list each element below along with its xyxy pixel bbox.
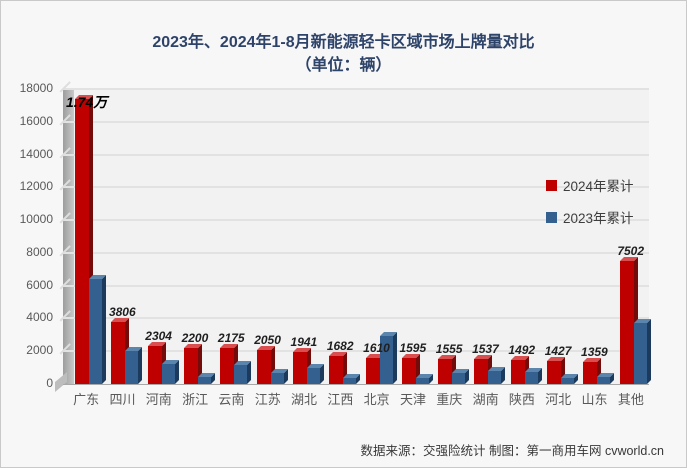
data-label-四川: 3806: [108, 304, 136, 319]
bar-2024-江苏: [256, 346, 275, 384]
x-axis-label-云南: 云南: [218, 392, 245, 407]
bar-2023-广东: [89, 275, 106, 384]
y-tick-label: 0: [46, 376, 53, 390]
y-tick-label: 14000: [19, 146, 53, 161]
data-label-湖南: 1537: [472, 341, 499, 356]
y-tick-label: 18000: [19, 81, 53, 95]
y-tick-label: 16000: [19, 113, 53, 128]
data-label-湖北: 1941: [290, 335, 318, 350]
data-label-陕西: 1492: [508, 342, 536, 357]
x-axis-label-重庆: 重庆: [436, 392, 463, 407]
legend-swatch-2024: [546, 179, 557, 191]
gridline: [63, 120, 649, 123]
x-axis-label-河南: 河南: [145, 392, 172, 407]
data-label-广东: 1.74万: [66, 93, 108, 110]
gridline: [63, 284, 649, 287]
y-axis: 18000 16000 14000 12000 10000 8000 6000 4000 200…: [1, 81, 59, 390]
bar-2024-浙江: [183, 343, 202, 384]
bar-2024-四川: [111, 317, 130, 384]
x-axis-label-四川: 四川: [109, 392, 136, 407]
bar-2023-河南: [161, 359, 179, 384]
data-label-河南: 2304: [145, 329, 172, 344]
gridline: [63, 350, 649, 353]
data-label-浙江: 2200: [181, 330, 209, 345]
legend-label-2023: 2023年累计: [563, 211, 634, 226]
x-axis-label-广东: 广东: [73, 392, 100, 407]
x-axis-line: [63, 384, 649, 385]
bar-2023-天津: [415, 373, 433, 384]
x-axis-label-山东: 山东: [581, 392, 608, 407]
bar-2023-重庆: [452, 368, 470, 384]
legend-swatch-2023: [546, 211, 557, 223]
chart-title-line1: 2023年、2024年1-8月新能源轻卡区域市场上牌量对比: [152, 34, 535, 51]
y-tick-label: 2000: [26, 343, 53, 358]
bar-2023-北京: [379, 332, 397, 384]
bar-2024-河北: [547, 356, 566, 384]
y-tick-label: 4000: [26, 310, 53, 325]
legend-item-2024: 2024年累计: [546, 175, 634, 195]
data-label-北京: 1610: [363, 340, 390, 355]
bar-2023-其他: [633, 319, 651, 384]
data-label-天津: 1595: [399, 340, 427, 355]
bar-2023-湖北: [306, 363, 324, 384]
x-axis-label-天津: 天津: [399, 392, 426, 407]
x-axis-label-江西: 江西: [327, 392, 354, 407]
bar-2024-其他: [619, 257, 638, 384]
data-label-重庆: 1555: [435, 341, 463, 356]
bar-2024-陕西: [510, 355, 529, 384]
bar-2023-陕西: [524, 368, 542, 384]
gridline: [63, 186, 649, 189]
plot-area: 1.74万广东 3806 四川 2304 河南 2200 浙江 2175 云南 2050 江苏 194…: [55, 81, 651, 407]
bar-2024-湖南: [474, 354, 493, 384]
data-label-河北: 1427: [544, 343, 572, 358]
data-label-山东: 1359: [581, 344, 608, 359]
y-tick-label: 10000: [19, 212, 53, 227]
legend-label-2024: 2024年累计: [563, 179, 634, 194]
y-tick-label: 8000: [26, 244, 53, 259]
bar-2023-江西: [343, 374, 361, 384]
bar-2024-云南: [220, 344, 239, 384]
bar-2023-云南: [234, 361, 252, 384]
x-axis-label-浙江: 浙江: [182, 392, 209, 407]
bar-2024-山东: [583, 357, 602, 384]
chart-title-line2: （单位：辆）: [295, 57, 392, 74]
bar-2023-江苏: [270, 368, 288, 384]
data-label-江苏: 2050: [254, 333, 281, 348]
x-axis-label-陕西: 陕西: [508, 392, 535, 407]
legend: 2024年累计 2023年累计: [546, 175, 634, 239]
bar-2024-湖北: [292, 348, 311, 384]
x-axis-label-北京: 北京: [363, 392, 390, 407]
chart-title: 2023年、2024年1-8月新能源轻卡区域市场上牌量对比 （单位：辆）: [1, 31, 686, 77]
bar-2023-河北: [561, 373, 579, 384]
bar-2023-四川: [125, 347, 143, 384]
bar-2024-天津: [401, 353, 420, 384]
gridline: [63, 219, 649, 222]
y-tick-label: 12000: [19, 179, 53, 194]
bar-2024-广东: [75, 94, 93, 384]
data-label-其他: 7502: [617, 244, 645, 259]
source-credit: 数据来源：交强险统计 制图：第一商用车网 cvworld.cn: [360, 444, 665, 458]
bar-2023-山东: [597, 372, 615, 384]
gridline: [63, 153, 649, 156]
x-axis-label-河北: 河北: [545, 392, 572, 407]
bar-2023-浙江: [197, 372, 215, 384]
bar-2024-北京: [365, 353, 384, 384]
x-axis-label-湖北: 湖北: [291, 392, 318, 407]
gridline: [63, 317, 649, 320]
x-axis-label-湖南: 湖南: [472, 392, 499, 407]
y-tick-label: 6000: [26, 277, 53, 292]
data-label-云南: 2175: [217, 331, 245, 346]
data-label-江西: 1682: [326, 339, 354, 354]
x-axis-label-江苏: 江苏: [254, 392, 281, 407]
bar-2024-重庆: [438, 354, 457, 384]
bar-2023-湖南: [488, 366, 506, 384]
x-axis-label-其他: 其他: [617, 392, 644, 407]
gridline: [63, 88, 649, 90]
gridline: [63, 251, 649, 254]
axis-wall-3d: [63, 89, 74, 384]
bar-2024-河南: [147, 342, 166, 384]
bar-2024-江西: [329, 352, 348, 384]
legend-item-2023: 2023年累计: [546, 207, 634, 227]
